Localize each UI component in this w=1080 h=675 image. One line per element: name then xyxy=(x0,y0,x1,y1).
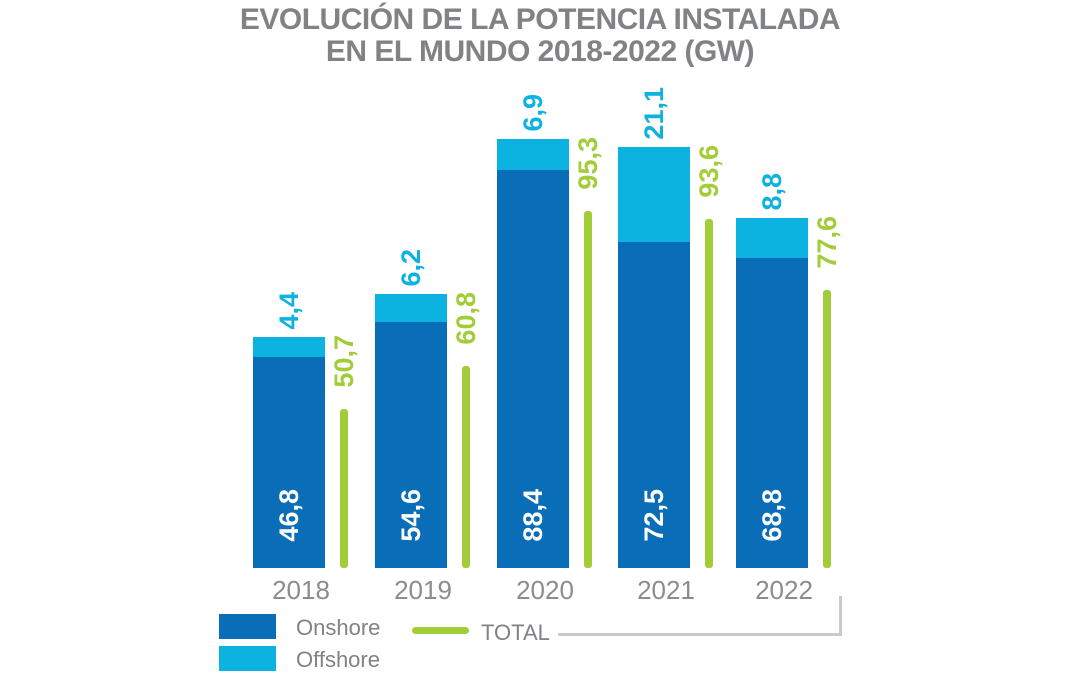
onshore-bar-2022 xyxy=(736,258,808,568)
onshore-value-label-2019: 54,6 xyxy=(396,489,426,542)
year-label-2018: 2018 xyxy=(272,575,330,605)
year-label-2020: 2020 xyxy=(516,575,574,605)
offshore-bar-2020 xyxy=(497,139,569,170)
offshore-bar-2022 xyxy=(736,218,808,258)
page-title: EVOLUCIÓN DE LA POTENCIA INSTALADA EN EL… xyxy=(0,4,1080,68)
onshore-value-label-2020: 88,4 xyxy=(518,489,548,542)
total-line-2021 xyxy=(705,219,713,568)
legend-onshore-swatch xyxy=(219,614,276,639)
offshore-value-label-2021: 21,1 xyxy=(639,87,669,140)
offshore-value-label-2018: 4,4 xyxy=(274,292,304,330)
onshore-value-label-2018: 46,8 xyxy=(274,489,304,542)
total-line-2018 xyxy=(340,409,348,568)
total-value-label-2021: 93,6 xyxy=(694,145,724,198)
legend-total-line xyxy=(412,627,469,634)
total-value-label-2020: 95,3 xyxy=(573,137,603,190)
onshore-value-label-2022: 68,8 xyxy=(757,489,787,542)
offshore-value-label-2020: 6,9 xyxy=(518,94,548,132)
offshore-bar-2021 xyxy=(618,147,690,242)
legend-offshore-swatch xyxy=(219,646,276,671)
title-line-1: EVOLUCIÓN DE LA POTENCIA INSTALADA xyxy=(239,3,841,36)
legend-total-label: TOTAL xyxy=(481,620,550,645)
onshore-value-label-2021: 72,5 xyxy=(639,489,669,542)
total-line-2022 xyxy=(823,290,831,568)
total-line-2020 xyxy=(584,211,592,568)
total-callout-line xyxy=(558,596,842,636)
year-label-2021: 2021 xyxy=(637,575,695,605)
total-line-2019 xyxy=(462,366,470,568)
onshore-bar-2020 xyxy=(497,170,569,568)
onshore-bar-2018 xyxy=(253,357,325,568)
offshore-bar-2018 xyxy=(253,337,325,357)
legend-offshore-label: Offshore xyxy=(296,647,380,672)
title-line-2: EN EL MUNDO 2018-2022 (GW) xyxy=(325,35,755,68)
offshore-bar-2019 xyxy=(375,294,447,322)
offshore-value-label-2019: 6,2 xyxy=(396,249,426,287)
year-label-2022: 2022 xyxy=(755,575,813,605)
total-value-label-2022: 77,6 xyxy=(812,216,842,269)
legend-onshore-label: Onshore xyxy=(296,615,381,640)
onshore-bar-2021 xyxy=(618,242,690,568)
onshore-bar-2019 xyxy=(375,322,447,568)
total-value-label-2018: 50,7 xyxy=(329,335,359,388)
total-value-label-2019: 60,8 xyxy=(451,292,481,345)
year-label-2019: 2019 xyxy=(394,575,452,605)
offshore-value-label-2022: 8,8 xyxy=(757,173,787,211)
